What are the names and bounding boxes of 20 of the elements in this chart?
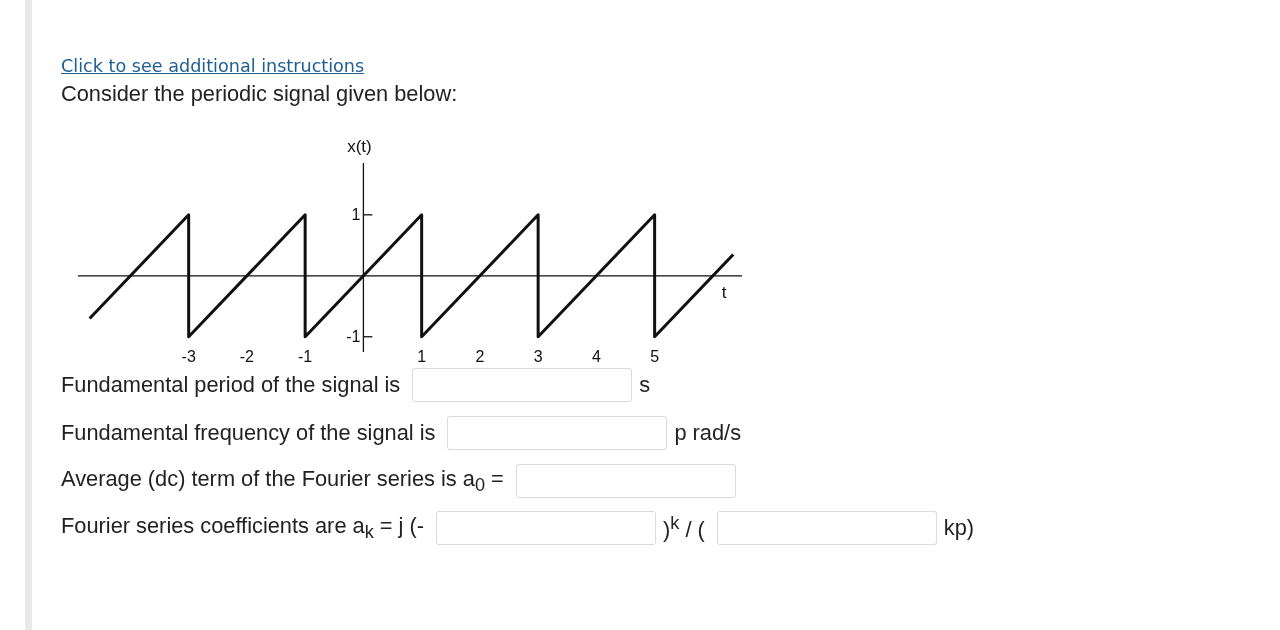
text: )$^{k}$ / ( [663, 512, 705, 544]
text: Fundamental period of the signal is [61, 371, 401, 398]
text: Fourier series coefficients are a$_{k}$ = j (- [61, 512, 425, 544]
x-axis-title: t [721, 283, 727, 303]
x-tick-label: 2 [475, 347, 485, 365]
y-axis-title: x(t) [347, 136, 372, 156]
x-tick-label: 5 [650, 347, 660, 365]
text: kp) [943, 515, 975, 541]
text: Fundamental frequency of the signal is [61, 420, 436, 446]
text: Average (dc) term of the Fourier series is a$_{0}$ = [61, 465, 504, 497]
x-tick-label: -1 [298, 347, 313, 365]
x-tick-label: -2 [239, 347, 255, 365]
text: s [639, 371, 651, 398]
x-tick-label: 3 [533, 347, 543, 365]
x-tick-label: -3 [181, 347, 196, 365]
x-tick-label: 1 [417, 347, 427, 365]
text: Click to see additional instructions [61, 55, 365, 77]
chart-title: Consider the periodic signal given below: [61, 81, 458, 107]
x-tick-label: 4 [591, 347, 601, 365]
text: p rad/s [674, 420, 742, 446]
